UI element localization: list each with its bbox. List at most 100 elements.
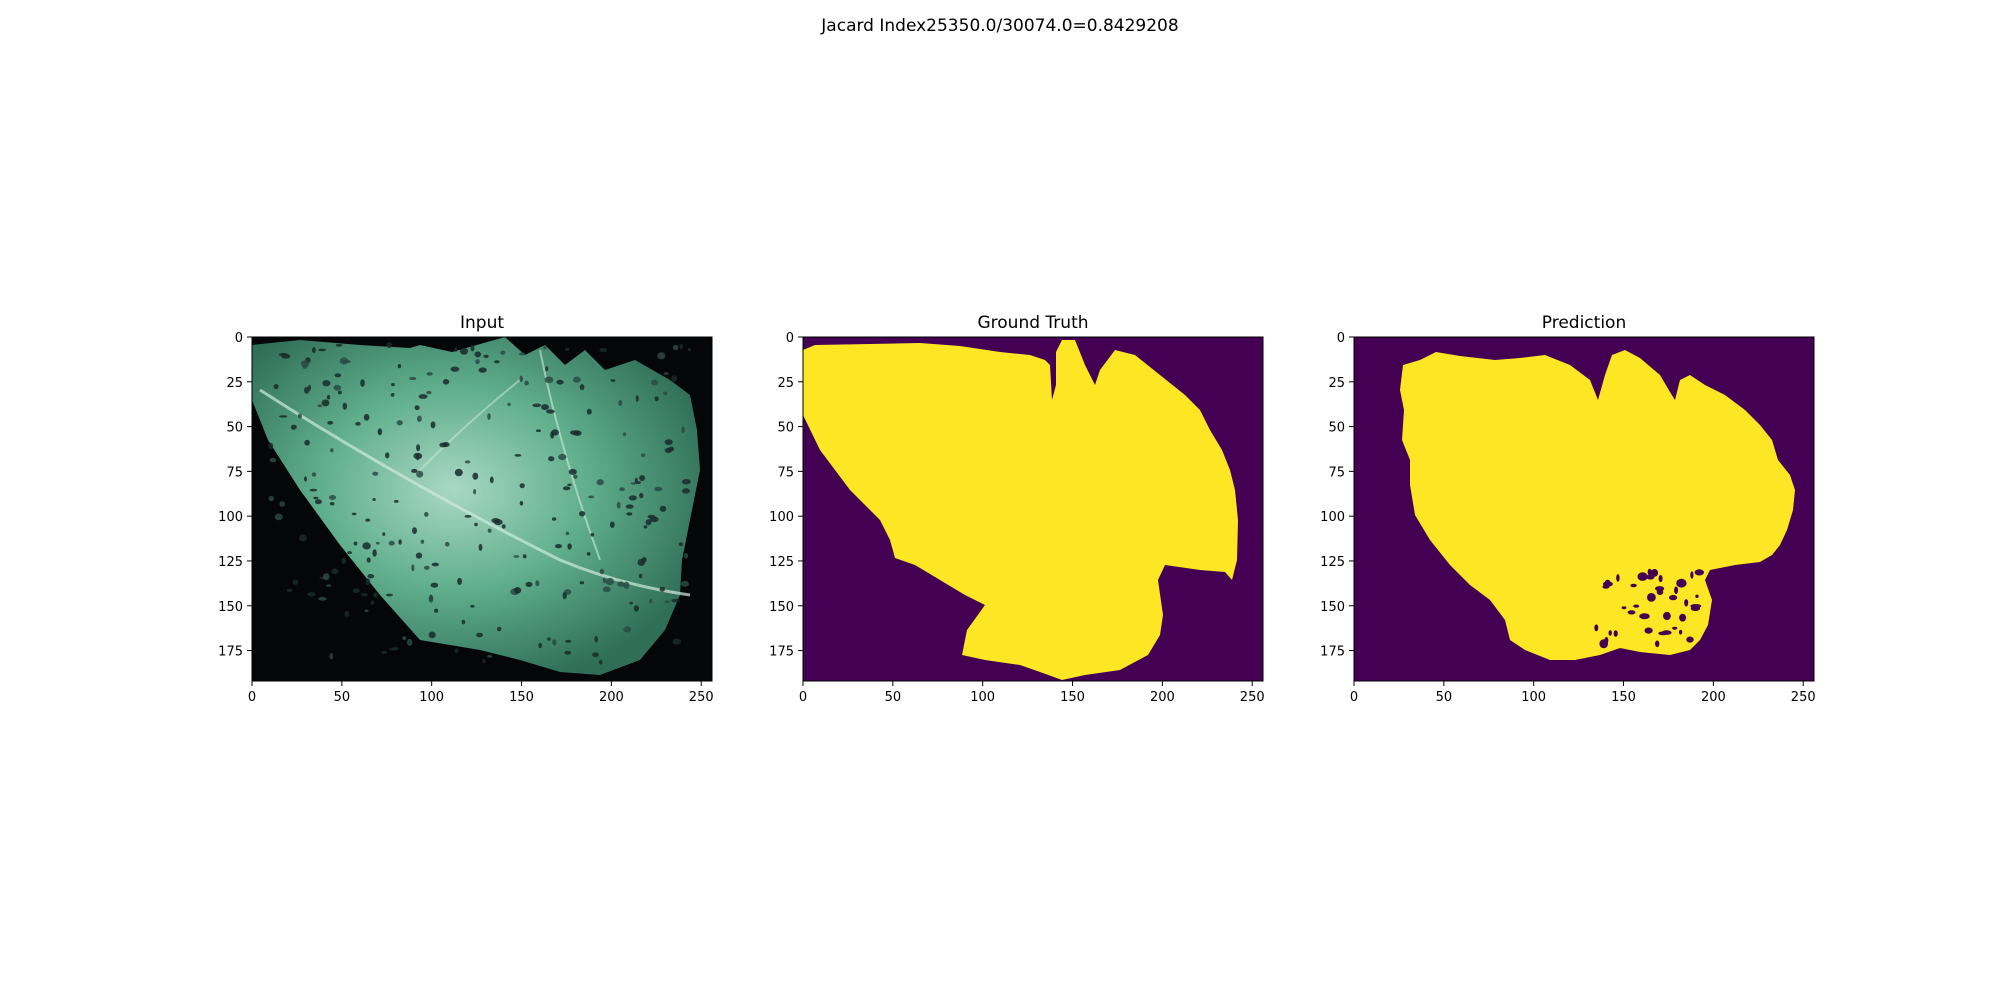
leaf-spot [416,470,424,478]
leaf-spot [671,375,678,382]
leaf-spot [672,638,681,645]
y-tick-label: 25 [1328,376,1345,391]
leaf-spot [535,580,540,587]
leaf-spot [562,592,567,600]
leaf-spot [602,577,606,584]
prediction-hole [1676,578,1687,588]
leaf-spot [342,360,351,364]
panel-ground-truth: Ground Truth 0 50 100 150 200 250 0 25 50 75 100 12… [769,313,1264,705]
x-tick-label: 250 [689,690,714,705]
panel-title-ground-truth: Ground Truth [977,313,1088,333]
leaf-spot [418,394,428,399]
leaf-spot [393,500,399,503]
leaf-spot [626,512,633,516]
leaf-spot [442,379,450,385]
leaf-spot [363,413,370,421]
leaf-spot [388,647,397,651]
leaf-spot [311,472,317,477]
y-tick-label: 100 [769,510,794,525]
leaf-spot [377,428,383,436]
prediction-hole [1637,572,1648,581]
leaf-spot [454,468,463,477]
leaf-spot [616,501,621,509]
leaf-spot [454,347,458,352]
axes-ticks-prediction: 0 50 100 150 200 250 0 25 50 75 100 125 150 175 [1320,331,1815,705]
panel-title-input: Input [460,313,504,333]
y-tick-label: 0 [235,331,243,346]
leaf-spot [645,519,652,526]
x-tick-label: 150 [1611,690,1636,705]
leaf-spot [622,432,627,437]
prediction-hole [1613,630,1618,637]
leaf-spot [525,581,533,588]
leaf-spot [558,453,567,461]
prediction-hole [1639,613,1650,620]
leaf-spot [664,600,670,604]
leaf-spot [386,593,393,597]
leaf-spot [442,442,450,447]
prediction-hole [1658,631,1668,636]
leaf-spot [434,608,439,613]
leaf-spot [501,524,506,529]
prediction-hole [1608,630,1612,636]
leaf-spot [279,501,286,507]
leaf-spot [633,605,640,612]
leaf-spot [366,557,371,563]
leaf-spot [684,552,688,559]
leaf-spot [450,366,460,372]
leaf-spot [551,517,557,521]
leaf-spot [519,375,523,383]
y-tick-label: 125 [769,555,794,570]
leaf-spot [318,596,327,601]
leaf-spot [459,347,469,355]
leaf-spot [411,564,415,572]
leaf-spot [594,636,598,643]
leaf-spot [388,540,395,546]
leaf-spot [342,402,348,410]
leaf-spot [337,390,342,395]
leaf-spot [372,549,377,557]
leaf-spot [605,578,615,586]
prediction-hole [1650,569,1659,577]
x-tick-label: 50 [885,690,902,705]
x-tick-label: 100 [970,690,995,705]
leaf-spot [579,511,586,517]
x-tick-label: 150 [1060,690,1085,705]
leaf-spot [355,421,361,426]
leaf-spot [475,359,480,365]
leaf-spot [573,376,581,383]
leaf-spot [457,577,463,585]
leaf-spot [397,364,402,369]
leaf-spot [618,400,623,407]
leaf-spot [268,495,274,502]
leaf-spot [522,554,527,559]
x-tick-label: 0 [799,690,807,705]
leaf-spot [659,505,667,512]
prediction-hole [1690,605,1701,612]
y-tick-label: 0 [1337,331,1345,346]
leaf-spot [487,654,493,658]
leaf-spot [507,402,511,406]
leaf-spot [556,379,564,385]
leaf-spot [402,636,407,640]
prediction-hole [1647,593,1656,602]
leaf-spot [596,479,604,486]
leaf-spot [564,347,570,351]
leaf-spot [562,486,571,491]
leaf-spot [623,581,630,589]
leaf-spot [473,489,477,495]
leaf-spot [334,373,342,378]
prediction-foreground [1400,350,1795,660]
leaf-spot [552,639,557,646]
leaf-spot [545,366,549,372]
leaf-spot [548,456,555,462]
leaf-spot [602,586,611,593]
leaf-spot [586,408,592,415]
leaf-spot [609,521,615,528]
leaf-spot [365,518,371,522]
leaf-spot [407,638,413,646]
leaf-spot [428,631,436,639]
leaf-spot [409,376,417,381]
leaf-spot [472,472,479,480]
